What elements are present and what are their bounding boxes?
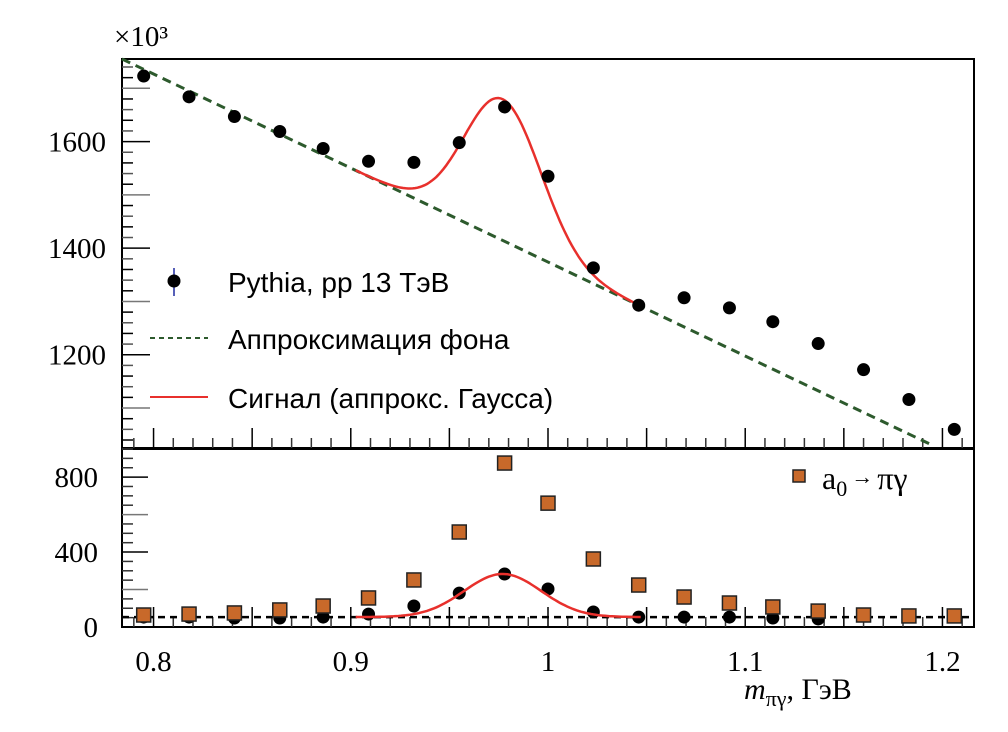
residual-data-point [677,610,691,624]
signal-fit-curve [355,96,642,308]
residual-data-point [722,610,736,624]
residual-data-point [316,610,330,624]
legend-a0-sub: 0 [836,476,847,501]
upper-x-ticks [133,428,963,448]
legend-a0-rest: πγ [877,460,907,496]
pythia-data-point [227,110,241,124]
a0-data-point [810,603,826,619]
lower-y-tick-label: 0 [84,612,99,644]
pythia-data-point [632,298,646,312]
lower-series [122,455,974,626]
a0-data-point [135,607,152,623]
upper-y-tick-label: 1200 [48,340,106,372]
a0-data-point [315,598,331,614]
upper-series [121,57,961,447]
pythia-data-point [722,301,736,315]
pythia-data-point [407,155,421,169]
legend-signal-label: Сигнал (аппрокс. Гаусса) [228,383,553,414]
lower-legend: a0 → πγ [792,460,908,501]
x-tick-label: 1 [541,646,556,678]
pythia-data-point [902,393,916,407]
upper-y-tick-labels: 1200 1400 1600 [48,127,106,372]
pythia-data-point [541,169,555,183]
a0-data-point [360,590,377,606]
a0-data-point [946,608,963,624]
x-tick-label: 0.8 [135,646,171,678]
a0-data-point [765,599,781,615]
legend-a0-label: a0 → πγ [822,460,908,501]
a0-data-point [901,608,917,624]
lower-y-tick-label: 400 [55,537,99,569]
legend-a0-arrow: → [851,464,873,489]
legend-pythia-marker [167,274,181,288]
y-multiplier-label: ×10³ [114,21,168,53]
a0-data-point [855,607,872,623]
pythia-data-point [766,315,780,329]
x-axis-title-var: m [744,673,766,706]
lower-y-tick-label: 800 [55,462,99,494]
a0-data-point [540,495,556,511]
upper-legend: Pythia, pp 13 ТэВ Аппроксимация фона Сиг… [150,267,553,414]
residual-data-point [362,607,376,621]
pythia-data-point [137,69,151,83]
upper-panel: 1200 1400 1600 ×10³ Pythia, pp 13 ТэВ Аппр… [48,21,975,449]
pythia-data-point [811,337,825,351]
x-tick-label: 1.2 [924,646,960,678]
pythia-data-point [947,422,961,436]
pythia-data-point [316,142,330,156]
pythia-data-point [273,124,287,138]
pythia-data-point [182,90,196,104]
x-axis-title-sub: πγ [766,686,787,711]
pythia-data-point [452,136,466,150]
a0-data-point [585,551,602,567]
a0-data-point [272,602,288,618]
pythia-data-point [362,154,376,168]
legend-entry-pythia: Pythia, pp 13 ТэВ [167,267,449,298]
x-axis-title-unit: , ГэВ [787,673,852,706]
lower-y-ticks [122,448,148,628]
pythia-data-point [677,291,691,305]
x-tick-labels: 0.8 0.9 1 1.1 1.2 [135,646,960,678]
legend-a0-main: a [822,460,836,496]
legend-entry-background: Аппроксимация фона [150,324,510,355]
legend-pythia-label: Pythia, pp 13 ТэВ [228,267,449,298]
upper-y-ticks [122,66,150,441]
x-tick-label: 1.1 [727,646,763,678]
signal-gauss-curve [355,572,641,619]
residual-data-point [407,599,421,613]
a0-data-point [406,572,422,588]
lower-y-tick-labels: 0 400 800 [55,462,99,644]
legend-background-label: Аппроксимация фона [228,324,510,355]
a0-data-point [226,605,243,621]
upper-y-tick-label: 1600 [48,127,106,159]
a0-data-point [496,455,513,471]
a0-data-point [721,595,738,611]
residual-data-point [586,605,600,619]
x-tick-label: 0.9 [333,646,369,678]
upper-y-tick-label: 1400 [48,233,106,265]
pythia-data-point [586,261,600,275]
a0-data-point [630,577,647,593]
legend-entry-signal: Сигнал (аппрокс. Гаусса) [150,383,553,414]
residual-data-point [766,611,780,625]
a0-data-point [181,606,197,622]
legend-a0-marker [792,469,806,483]
pythia-data-point [857,363,871,377]
a0-data-point [676,589,692,605]
pythia-data-point [498,100,512,114]
x-axis-title: mπγ, ГэВ [744,673,852,711]
a0-data-point [451,524,467,540]
